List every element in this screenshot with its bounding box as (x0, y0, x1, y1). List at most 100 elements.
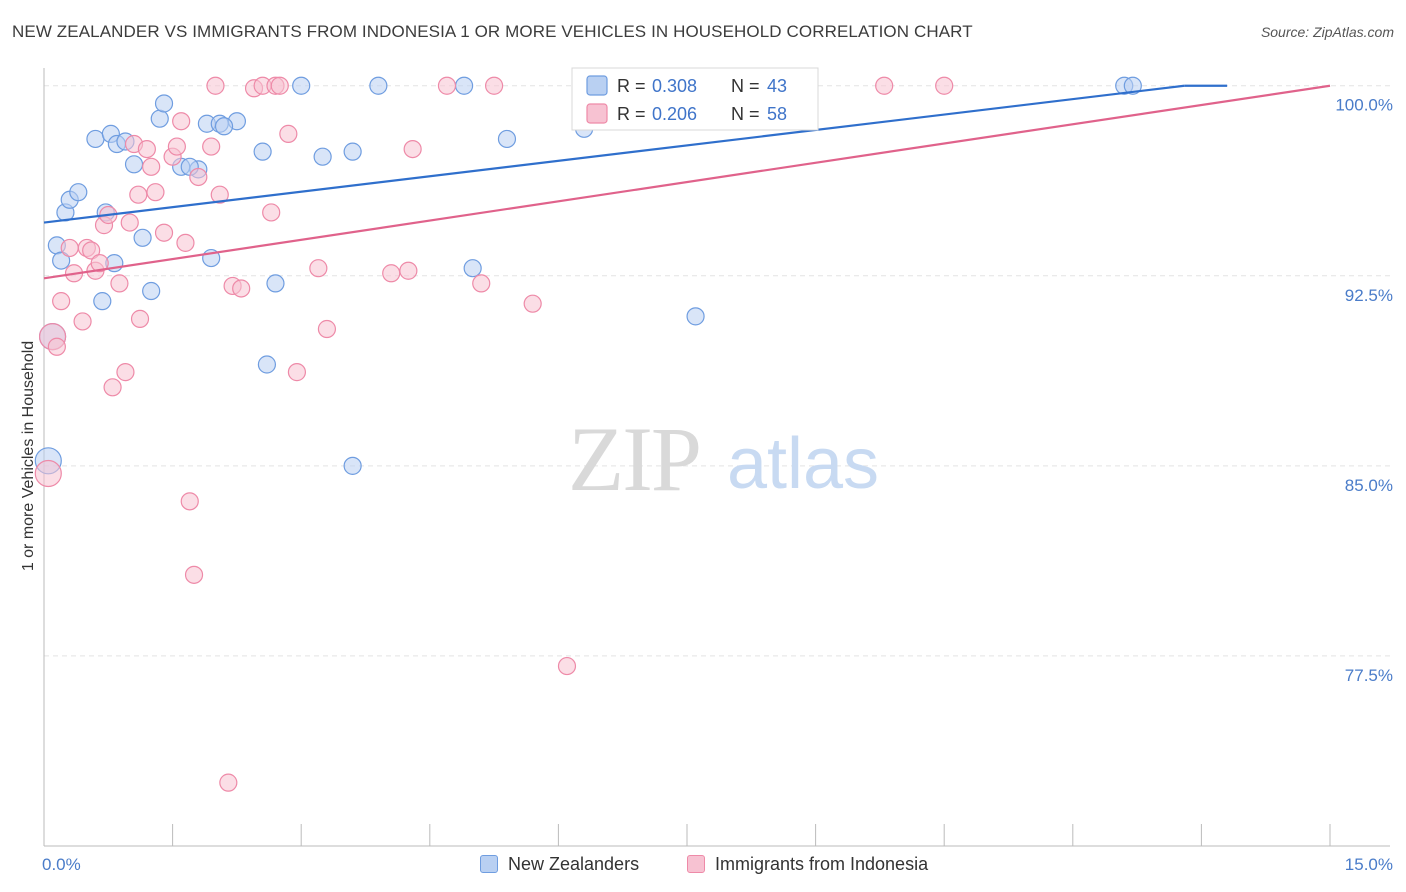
point-idn-14 (110, 274, 129, 293)
point-idn-47 (403, 139, 422, 159)
point-idn-57 (270, 76, 289, 95)
point-idn-56 (935, 76, 954, 95)
point-idn-22 (146, 183, 165, 202)
point-idn-21 (142, 157, 161, 176)
y-tick-label-1: 92.5% (1345, 286, 1393, 305)
point-nz-30 (343, 456, 362, 475)
trend-line-1 (43, 84, 1331, 280)
point-nz-24 (253, 142, 272, 161)
point-idn-18 (129, 185, 148, 204)
chart-title: NEW ZEALANDER VS IMMIGRANTS FROM INDONES… (12, 22, 973, 41)
point-idn-15 (116, 363, 135, 382)
legend-label-new-zealanders: New Zealanders (508, 853, 640, 874)
point-nz-17 (154, 94, 174, 113)
stats-r-value-1: 0.206 (652, 104, 697, 124)
watermark-zip: ZIP (568, 408, 700, 510)
point-idn-36 (232, 279, 251, 298)
point-idn-49 (472, 274, 491, 293)
stats-legend: R = 0.308 N = 43 R = 0.206 N = 58 (571, 67, 819, 131)
point-idn-3 (52, 292, 71, 311)
point-idn-42 (287, 363, 307, 382)
x-tick-label-0: 0.0% (42, 855, 81, 874)
point-idn-19 (130, 309, 150, 328)
y-tick-label-0: 100.0% (1335, 96, 1393, 115)
point-nz-3 (52, 251, 71, 270)
point-idn-55 (875, 76, 894, 95)
trend-lines (43, 84, 1331, 280)
point-nz-16 (150, 109, 169, 128)
stats-r-label-1: R = (617, 104, 646, 124)
tick-labels: 100.0% 92.5% 85.0% 77.5% 0.0% 15.0% (42, 96, 1393, 874)
point-nz-32 (497, 129, 517, 149)
point-idn-4 (60, 238, 79, 258)
stats-swatch-1 (586, 103, 608, 124)
point-nz-39 (369, 76, 388, 95)
point-nz-15 (142, 281, 161, 301)
point-idn-28 (180, 492, 199, 511)
point-idn-2 (47, 337, 66, 356)
point-nz-6 (69, 183, 88, 202)
legend-swatch-immigrants-from-indonesia (687, 855, 705, 873)
point-nz-25 (257, 355, 277, 374)
point-nz-29 (343, 142, 362, 161)
point-idn-50 (485, 76, 504, 95)
point-nz-26 (266, 274, 285, 293)
point-idn-0 (34, 459, 62, 488)
point-idn-10 (90, 254, 109, 273)
point-idn-23 (154, 223, 174, 242)
point-idn-41 (279, 124, 298, 143)
point-idn-52 (557, 656, 577, 676)
point-idn-20 (137, 139, 156, 159)
point-nz-7 (86, 129, 105, 149)
legend-label-immigrants-from-indonesia: Immigrants from Indonesia (715, 853, 929, 874)
point-nz-13 (124, 155, 144, 174)
point-idn-40 (262, 203, 281, 222)
stats-n-value-0: 43 (767, 76, 787, 96)
point-nz-37 (1123, 76, 1142, 95)
stats-swatch-0 (586, 75, 608, 96)
gridlines (44, 85, 1390, 657)
point-nz-38 (454, 76, 474, 95)
point-idn-43 (309, 259, 328, 278)
point-idn-6 (73, 312, 92, 331)
point-idn-34 (219, 773, 238, 792)
point-idn-51 (523, 294, 542, 313)
legend-item-immigrants-from-indonesia[interactable]: Immigrants from Indonesia (687, 851, 928, 877)
point-idn-25 (167, 137, 186, 156)
stats-r-label-0: R = (617, 76, 646, 96)
point-nz-27 (292, 76, 311, 95)
point-idn-30 (189, 167, 208, 187)
point-nz-28 (313, 147, 332, 166)
point-idn-13 (103, 378, 122, 397)
point-nz-34 (686, 307, 705, 326)
point-idn-26 (172, 112, 191, 131)
point-idn-44 (317, 319, 337, 339)
point-nz-14 (133, 228, 152, 247)
point-idn-32 (206, 76, 225, 95)
y-tick-label-3: 77.5% (1345, 666, 1393, 685)
point-nz-41 (214, 117, 234, 136)
trend-line-0 (43, 84, 1185, 224)
source-label: Source: ZipAtlas.com (1260, 24, 1394, 40)
legend-swatch-new-zealanders (480, 855, 498, 873)
watermark-atlas: atlas (727, 424, 879, 504)
point-nz-8 (93, 292, 112, 311)
legend-item-new-zealanders[interactable]: New Zealanders (480, 851, 639, 877)
y-tick-label-2: 85.0% (1345, 476, 1393, 495)
stats-r-value-0: 0.308 (652, 76, 697, 96)
series-legend: New Zealanders Immigrants from Indonesia (0, 851, 1406, 877)
stats-n-value-1: 58 (767, 104, 787, 124)
point-idn-45 (382, 264, 401, 283)
point-idn-33 (210, 185, 229, 204)
watermark: ZIP atlas (568, 408, 879, 510)
x-tick-label-1: 15.0% (1345, 855, 1393, 874)
point-idn-46 (399, 261, 418, 280)
point-nz-31 (463, 259, 482, 278)
point-idn-27 (176, 233, 195, 252)
point-idn-29 (184, 565, 204, 584)
axes (43, 68, 1390, 847)
point-idn-48 (437, 76, 457, 95)
stats-n-label-0: N = (731, 76, 760, 96)
stats-n-label-1: N = (731, 104, 760, 124)
